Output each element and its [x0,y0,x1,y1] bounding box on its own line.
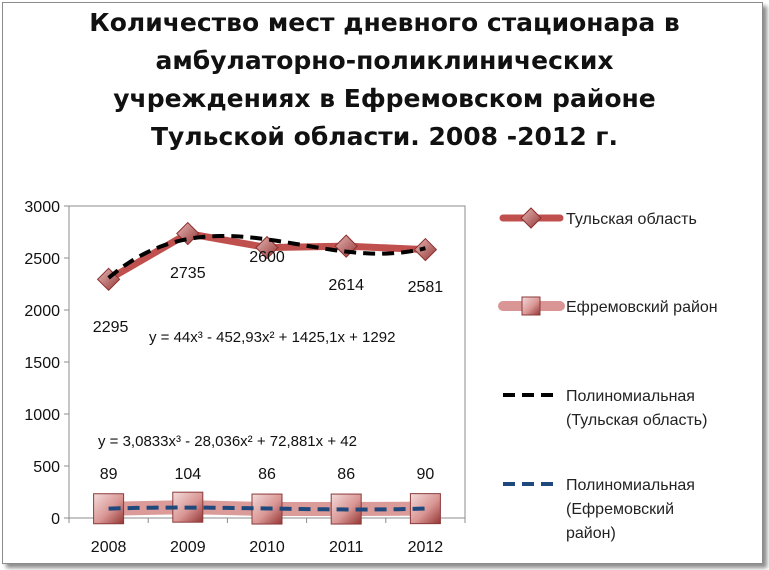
x-tick-label: 2008 [91,539,127,556]
data-label-tula: 2600 [249,249,285,266]
y-tick-label: 500 [33,459,60,476]
y-tick-label: 1500 [24,355,60,372]
data-label-tula: 2614 [328,277,364,294]
title-line-2: амбулаторно-поликлинических [155,46,614,75]
data-label-tula: 2735 [170,265,206,282]
equation-efremov: y = 3,0833x³ - 28,036x² + 72,881x + 42 [98,433,357,450]
legend-label-trend-tula: (Тульская область) [566,412,707,429]
data-label-efremov: 89 [100,466,118,483]
legend-label-efremov: Ефремовский район [566,299,718,316]
legend-label-trend-tula: Полиномиальная [566,388,695,405]
tula-marker [334,234,358,258]
trendline-efremov [108,505,426,512]
x-tick-label: 2010 [249,539,285,556]
title-line-1: Количество мест дневного стационара в [89,8,680,37]
chart-title: Количество мест дневного стационара в ам… [20,4,749,156]
legend-label-tula: Тульская область [566,211,697,228]
x-tick-label: 2009 [170,539,206,556]
title-line-3: учреждениях в Ефремовском районе [113,84,656,113]
data-label-efremov: 86 [258,466,276,483]
x-tick-label: 2011 [329,539,364,556]
y-tick-label: 3000 [24,199,60,216]
y-tick-label: 1000 [24,407,60,424]
legend-marker-efremov [521,296,541,316]
trendline-tula [107,233,426,280]
y-tick-label: 0 [51,511,60,528]
y-tick-label: 2000 [24,303,60,320]
legend-label-trend-efremov: район) [566,525,616,542]
data-label-tula: 2581 [408,279,444,296]
equation-tula: y = 44x³ - 452,93x² + 1425,1x + 1292 [149,329,395,346]
data-label-tula: 2295 [93,319,129,336]
legend: Тульская область Ефремовский район Полином… [498,207,718,542]
legend-marker-tula [520,207,542,229]
data-label-efremov: 86 [337,466,355,483]
x-tick-label: 2012 [408,539,444,556]
data-label-efremov: 104 [174,466,201,483]
data-label-efremov: 90 [417,466,435,483]
legend-label-trend-efremov: (Ефремовский [566,501,674,518]
chart-frame [2,2,763,564]
y-tick-label: 2500 [24,251,60,268]
legend-label-trend-efremov: Полиномиальная [566,477,695,494]
title-line-4: Тульской области. 2008 -2012 г. [151,122,618,151]
efremov-marker [172,491,204,523]
